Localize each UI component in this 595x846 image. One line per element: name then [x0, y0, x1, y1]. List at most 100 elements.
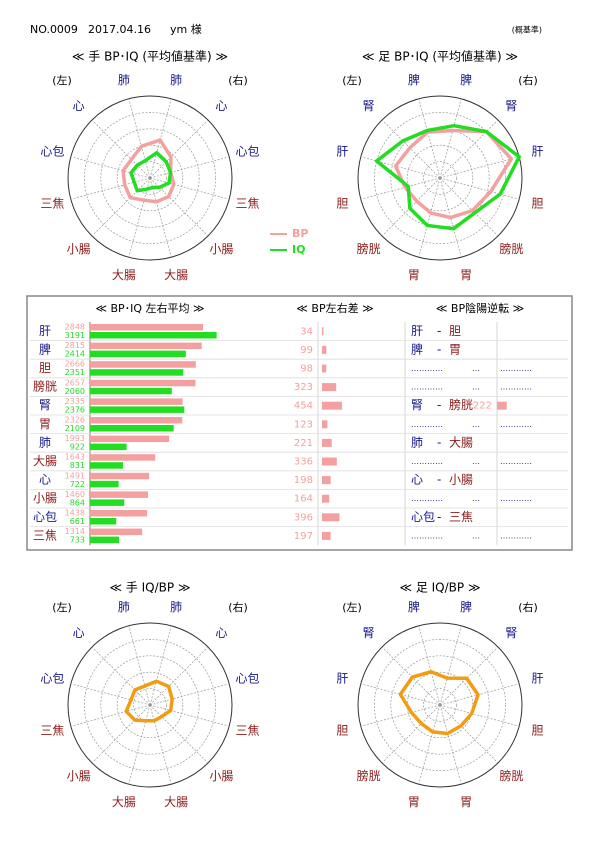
series-line: [398, 669, 480, 736]
bar: [90, 518, 117, 525]
pair-yang: 胆: [449, 324, 461, 338]
axis-label: 肝: [532, 144, 544, 158]
ring: [116, 671, 184, 739]
spoke: [149, 119, 209, 179]
axis-label: 心包: [40, 671, 64, 685]
axis-label: 肝: [336, 144, 348, 158]
spoke: [70, 683, 151, 706]
axis-label: 腎: [363, 99, 375, 113]
axis-label: 胃: [408, 268, 420, 282]
spoke: [91, 646, 151, 706]
basis-note: (概基準): [512, 25, 542, 35]
column-header: ≪ BP陰陽逆転 ≫: [436, 301, 524, 315]
axis-label: 大腸: [164, 795, 188, 809]
table-frame: [26, 295, 573, 551]
value-label: 1993: [65, 434, 85, 443]
ring: [374, 112, 506, 244]
bar: [90, 342, 202, 350]
legend-label: BP: [292, 227, 308, 240]
spoke: [381, 646, 441, 706]
ring: [423, 161, 457, 195]
axis-label: 胃: [460, 268, 472, 282]
diff-label: 198: [294, 475, 313, 486]
axis-label: 肺: [118, 73, 130, 87]
bar: [90, 462, 123, 469]
value-label: 1460: [65, 490, 85, 499]
chart-title: ≪ 足 BP･IQ (平均値基準) ≫: [362, 49, 518, 64]
spoke: [439, 704, 520, 727]
spoke: [439, 177, 462, 258]
spoke: [149, 704, 172, 785]
bar: [90, 472, 150, 480]
row-label: 大腸: [33, 454, 57, 468]
pair-yin: 脾: [411, 341, 423, 356]
diff-label: 336: [294, 457, 313, 468]
value-label: 2326: [65, 416, 85, 425]
legend-label: IQ: [292, 243, 305, 256]
spoke: [149, 177, 230, 200]
row-label: 膀胱: [33, 379, 57, 394]
axis-label: 心包: [236, 144, 260, 158]
bar: [90, 379, 196, 387]
bar: [90, 499, 125, 506]
pair-yin: 肝: [411, 324, 423, 338]
pair-yin: 腎: [411, 398, 423, 412]
spoke: [439, 119, 499, 179]
diff-bar: [322, 401, 342, 410]
axis-label: 膀胱: [357, 241, 381, 256]
pair-yang: 大腸: [449, 435, 473, 449]
ring: [423, 688, 457, 722]
row-label: 心包: [33, 510, 57, 524]
side-label: (右): [518, 73, 538, 87]
diff-label: 323: [294, 382, 313, 393]
axis-label: 心包: [40, 144, 64, 158]
value-label: 2351: [65, 368, 85, 377]
axis-label: 心包: [236, 671, 260, 685]
value-label: 2666: [65, 360, 85, 369]
axis-label: 肝: [336, 671, 348, 685]
spoke: [381, 177, 441, 237]
spoke: [439, 156, 520, 179]
diff-bar: [322, 531, 331, 540]
value-label: 831: [70, 461, 85, 470]
pair-sep: -: [437, 324, 441, 338]
side-label: (右): [228, 73, 248, 87]
pair-yang: 膀胱: [449, 397, 473, 412]
placeholder-dots: …………: [500, 364, 532, 373]
spoke: [439, 625, 462, 706]
value-label: 2109: [65, 424, 85, 433]
axis-label: 小腸: [209, 242, 233, 256]
axis-label: 胆: [532, 724, 544, 738]
value-label: 733: [70, 536, 85, 545]
diff-label: 99: [300, 345, 313, 356]
spoke: [149, 683, 230, 706]
diff-label: 197: [294, 531, 313, 542]
spoke: [128, 98, 151, 179]
axis-label: 三焦: [40, 724, 64, 738]
bar: [90, 332, 217, 339]
spoke: [360, 156, 441, 179]
placeholder-dots: …………: [411, 457, 443, 466]
axis-label: 膀胱: [499, 768, 523, 783]
axis-label: 大腸: [112, 268, 136, 282]
axis-label: 脾: [408, 599, 420, 614]
value-label: 722: [70, 480, 85, 489]
record-number: NO.0009: [30, 23, 78, 36]
spoke: [91, 119, 151, 179]
ring: [390, 655, 490, 755]
spoke: [439, 646, 499, 706]
placeholder-dots: …: [472, 457, 480, 466]
bar: [90, 528, 143, 536]
pair-yang: 胃: [449, 342, 461, 356]
ring: [133, 161, 167, 195]
bar: [90, 510, 148, 517]
diff-bar: [322, 457, 337, 466]
spoke: [360, 683, 441, 706]
spoke: [91, 177, 151, 237]
bar: [90, 425, 174, 432]
spoke: [381, 119, 441, 179]
value-label: 2060: [65, 387, 85, 396]
diff-label: 34: [300, 326, 313, 337]
diff-label: 123: [294, 419, 313, 430]
spoke: [439, 704, 462, 785]
